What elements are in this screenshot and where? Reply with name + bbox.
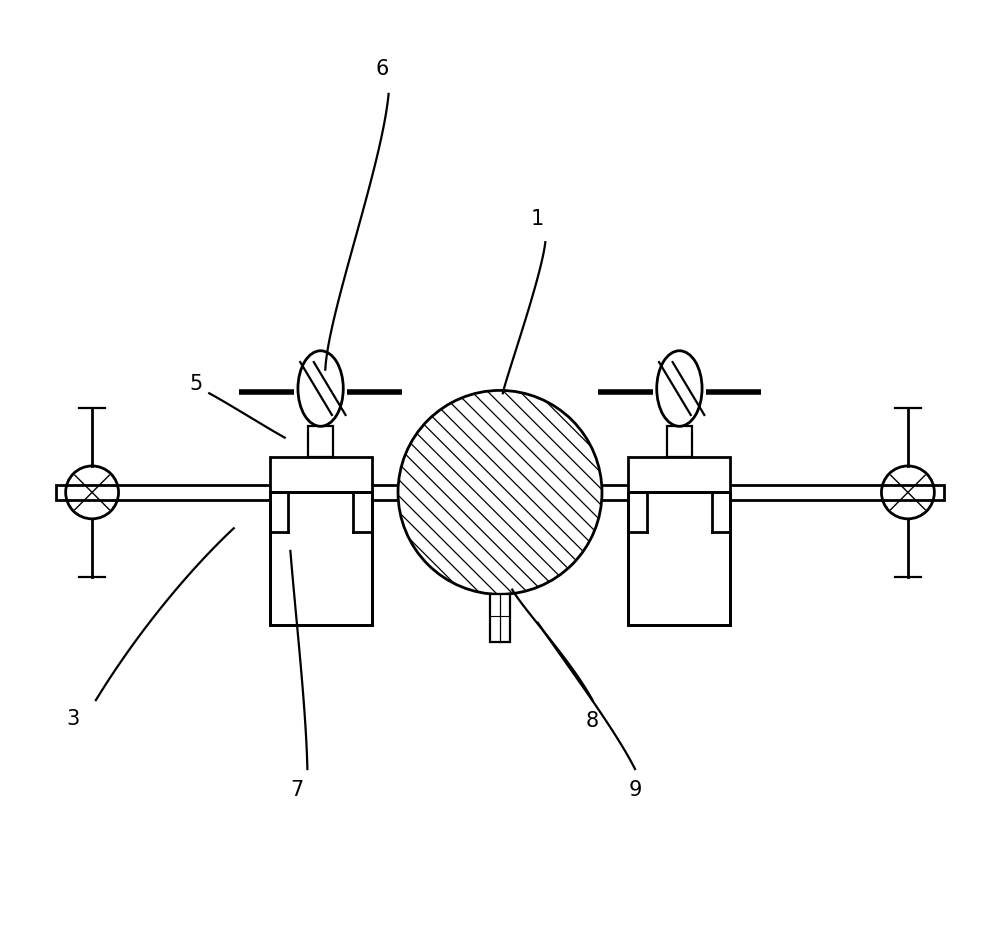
Bar bbox=[667, 426, 692, 456]
Bar bbox=[270, 492, 372, 625]
Text: 3: 3 bbox=[67, 709, 80, 729]
Bar bbox=[308, 426, 333, 456]
Text: 7: 7 bbox=[290, 779, 304, 800]
Text: 1: 1 bbox=[531, 208, 544, 228]
Text: 8: 8 bbox=[586, 711, 599, 731]
Circle shape bbox=[398, 390, 602, 595]
Bar bbox=[628, 492, 730, 625]
Bar bbox=[628, 492, 730, 625]
Ellipse shape bbox=[298, 350, 343, 426]
Bar bbox=[270, 492, 372, 625]
Bar bbox=[490, 595, 510, 641]
Bar bbox=[270, 456, 372, 492]
Ellipse shape bbox=[657, 350, 702, 426]
Text: 6: 6 bbox=[375, 60, 389, 80]
Text: 5: 5 bbox=[189, 374, 203, 394]
Text: 9: 9 bbox=[628, 779, 642, 800]
Bar bbox=[56, 485, 944, 500]
Bar bbox=[628, 456, 730, 492]
